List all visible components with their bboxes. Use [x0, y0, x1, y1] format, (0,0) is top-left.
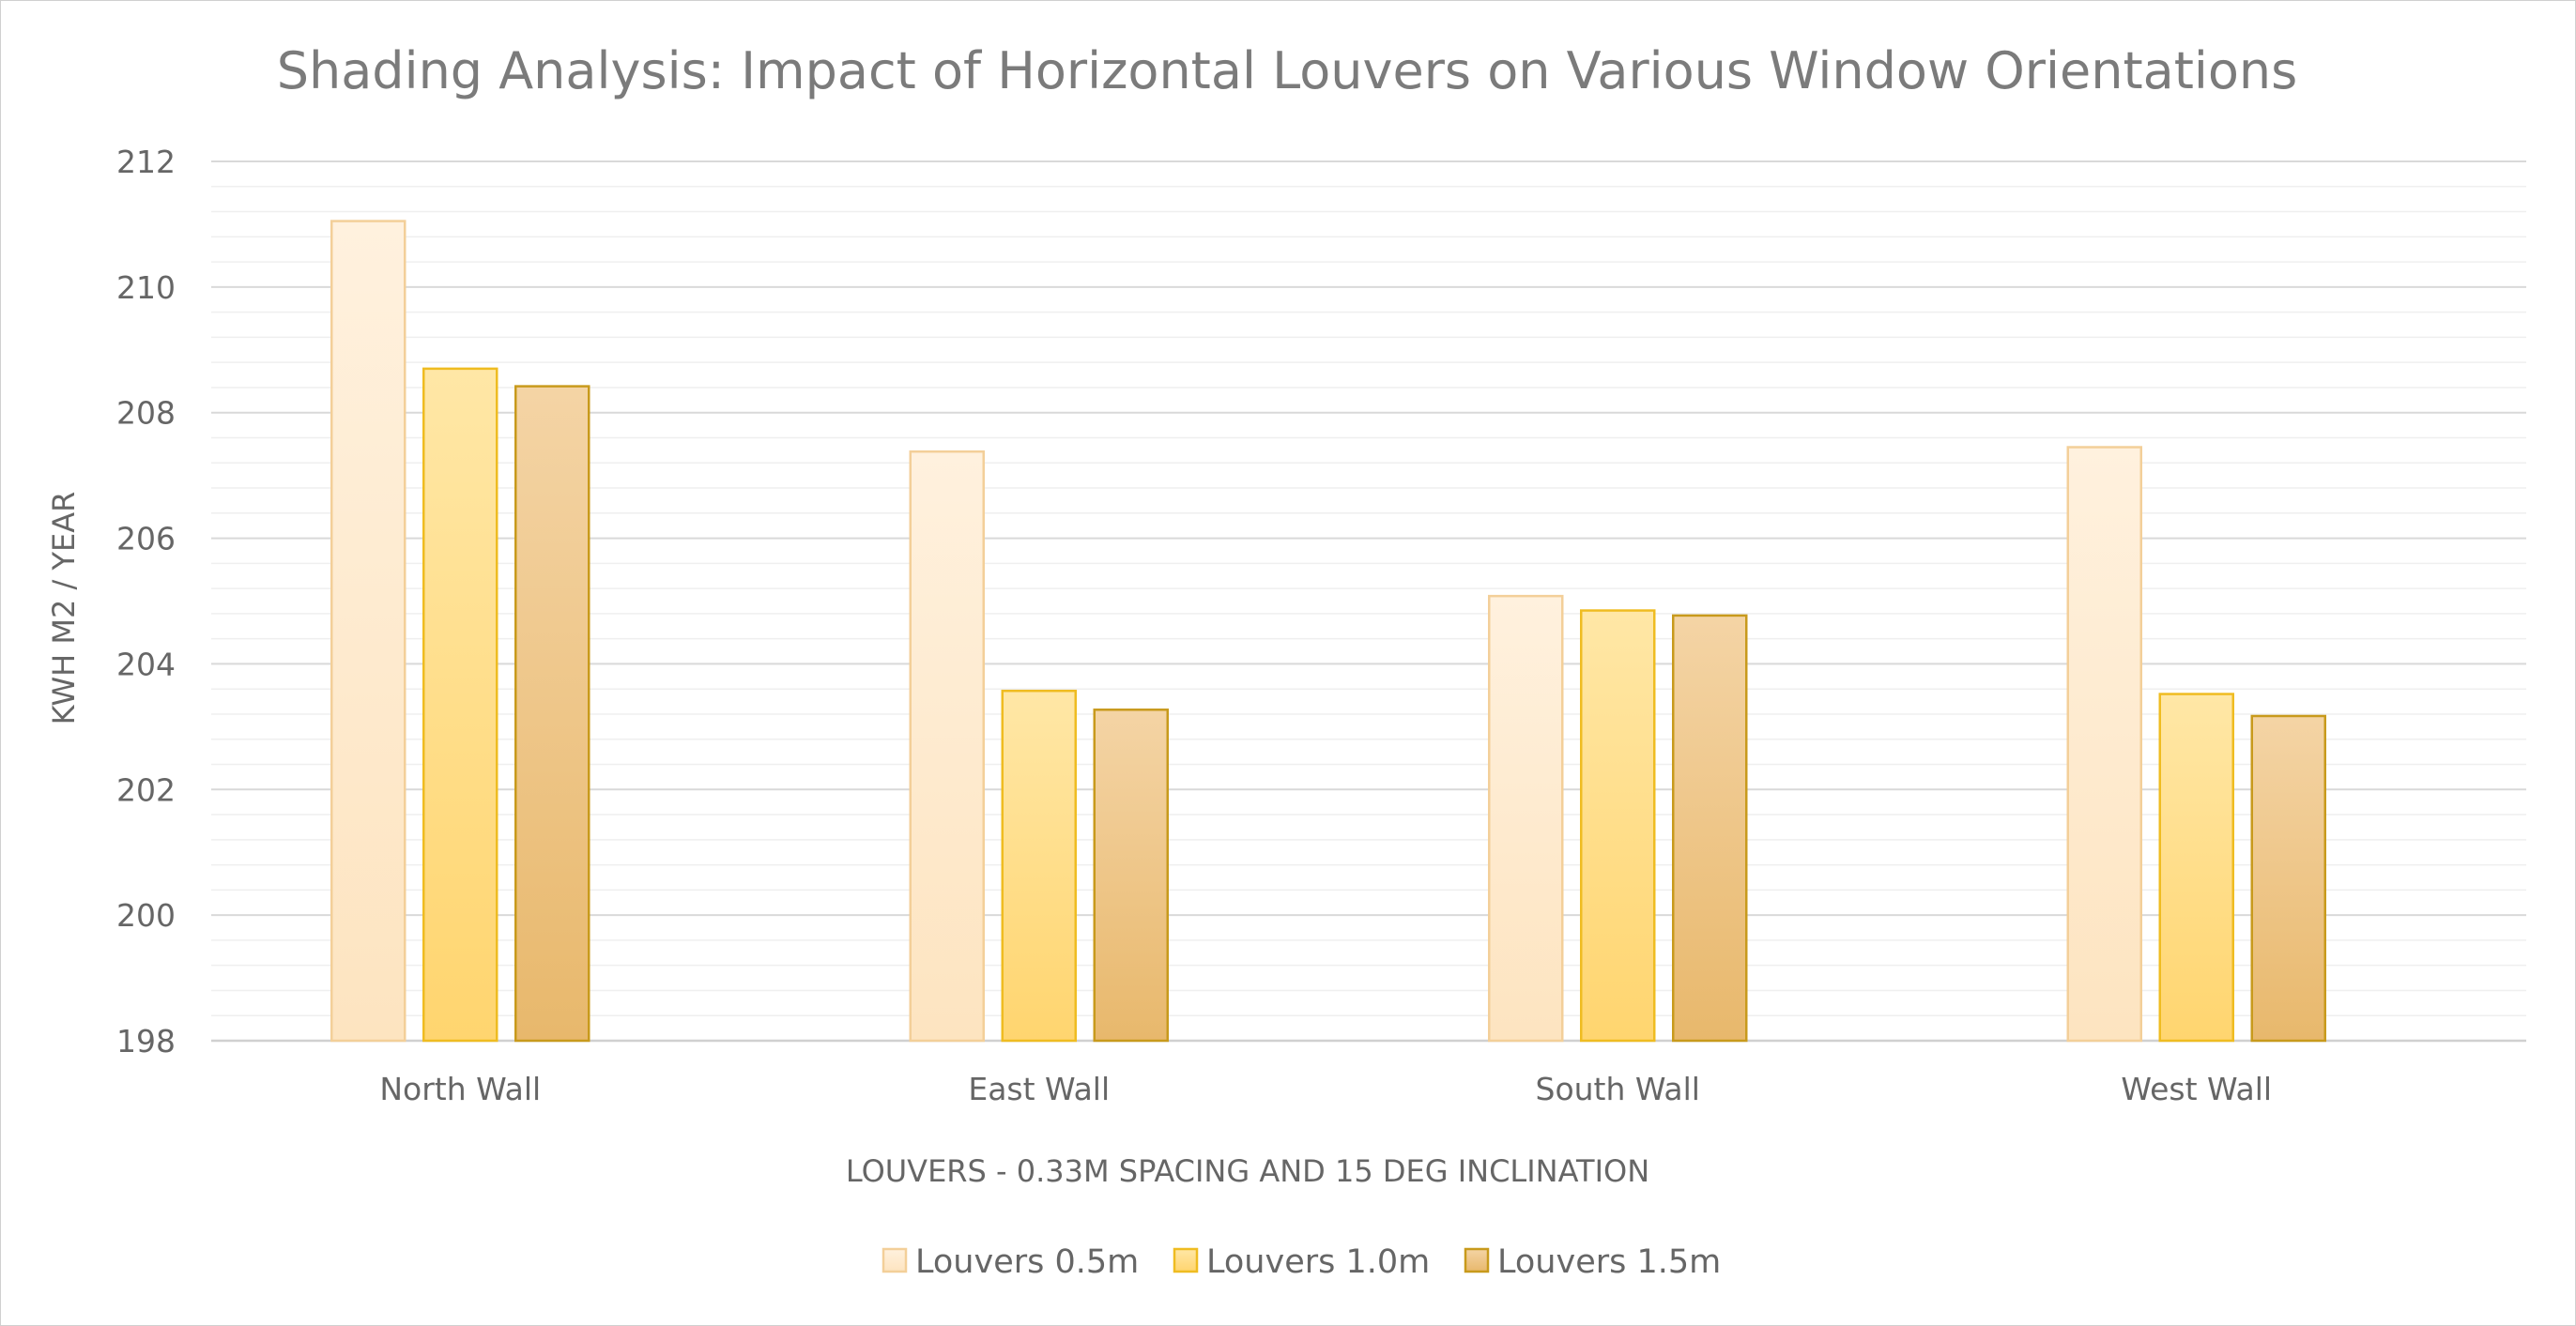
legend-swatch — [882, 1247, 908, 1273]
bar-louvers-0-5m-east-wall — [909, 450, 985, 1043]
y-tick-label: 212 — [116, 144, 176, 180]
y-tick-label: 198 — [116, 1023, 176, 1059]
bar-louvers-1-5m-south-wall — [1672, 614, 1748, 1043]
bar-louvers-1-0m-north-wall — [422, 367, 498, 1043]
y-tick-labels: 198 200 202 204 206 208 210 212 — [116, 144, 176, 1059]
bar-louvers-1-5m-north-wall — [514, 385, 590, 1043]
x-category-label: West Wall — [2121, 1071, 2272, 1107]
legend-swatch — [1464, 1247, 1490, 1273]
bar-louvers-0-5m-south-wall — [1488, 594, 1564, 1043]
bar-louvers-1-5m-west-wall — [2250, 714, 2326, 1043]
bar-louvers-1-5m-east-wall — [1093, 709, 1169, 1043]
y-tick-label: 204 — [116, 646, 176, 682]
y-tick-label: 210 — [116, 269, 176, 306]
bar-louvers-1-0m-south-wall — [1580, 609, 1656, 1043]
legend-label: Louvers 0.5m — [915, 1243, 1139, 1281]
legend-label: Louvers 1.0m — [1206, 1243, 1430, 1281]
y-axis-title: KWH M2 / YEAR — [46, 492, 82, 725]
x-category-label: East Wall — [968, 1071, 1110, 1107]
y-tick-label: 208 — [116, 395, 176, 432]
x-category-label: South Wall — [1536, 1071, 1700, 1107]
x-category-labels: North Wall East Wall South Wall West Wall — [379, 1071, 2272, 1107]
y-tick-label: 206 — [116, 521, 176, 557]
y-tick-label: 200 — [116, 897, 176, 934]
chart-title: Shading Analysis: Impact of Horizontal L… — [277, 41, 2298, 100]
x-category-label: North Wall — [379, 1071, 541, 1107]
legend-label: Louvers 1.5m — [1497, 1243, 1721, 1281]
legend: Louvers 0.5m Louvers 1.0m Louvers 1.5m — [882, 1243, 1721, 1281]
bars-layer — [330, 220, 2326, 1043]
bar-louvers-0-5m-west-wall — [2066, 446, 2142, 1043]
legend-swatch — [1173, 1247, 1199, 1273]
bar-louvers-1-0m-west-wall — [2158, 693, 2234, 1043]
x-axis-title: LOUVERS - 0.33M SPACING AND 15 DEG INCLI… — [846, 1153, 1649, 1189]
bar-louvers-0-5m-north-wall — [330, 220, 406, 1043]
bar-louvers-1-0m-east-wall — [1001, 689, 1077, 1043]
y-tick-label: 202 — [116, 771, 176, 808]
